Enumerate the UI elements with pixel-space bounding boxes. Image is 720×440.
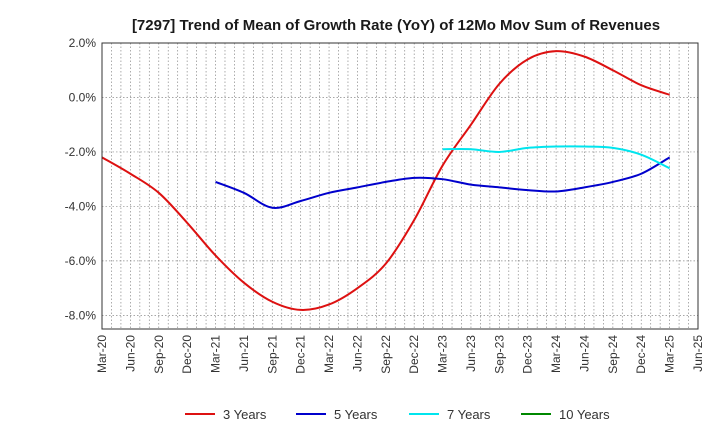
x-tick-label: Sep-21 xyxy=(265,335,279,374)
chart-title: [7297] Trend of Mean of Growth Rate (YoY… xyxy=(132,17,660,34)
plot-border xyxy=(101,42,699,330)
x-tick-label: Mar-25 xyxy=(663,335,677,373)
x-tick-label: Dec-23 xyxy=(521,335,535,374)
y-tick-label: 2.0% xyxy=(69,36,97,50)
legend-label-10-years: 10 Years xyxy=(559,407,610,422)
plot-area xyxy=(102,43,698,329)
x-tick-label: Sep-23 xyxy=(492,335,506,374)
x-tick-label: Jun-22 xyxy=(350,335,364,372)
legend-label-3-years: 3 Years xyxy=(223,407,267,422)
x-tick-label: Jun-20 xyxy=(123,335,137,372)
x-tick-label: Mar-20 xyxy=(95,335,109,373)
x-tick-label: Sep-24 xyxy=(606,335,620,374)
x-tick-label: Jun-25 xyxy=(691,335,705,372)
legend-label-7-years: 7 Years xyxy=(447,407,491,422)
x-tick-label: Jun-23 xyxy=(464,335,478,372)
x-tick-label: Sep-20 xyxy=(152,335,166,374)
x-tick-label: Dec-22 xyxy=(407,335,421,374)
x-tick-label: Dec-20 xyxy=(180,335,194,374)
legend-label-5-years: 5 Years xyxy=(334,407,378,422)
series-line-3-years xyxy=(101,50,670,311)
x-tick-label: Jun-21 xyxy=(237,335,251,372)
x-tick-label: Dec-24 xyxy=(634,335,648,374)
y-tick-label: -4.0% xyxy=(65,199,97,213)
x-tick-label: Mar-24 xyxy=(549,335,563,373)
series-line-7-years xyxy=(442,145,671,170)
x-tick-label: Sep-22 xyxy=(379,335,393,374)
y-tick-label: -8.0% xyxy=(65,308,97,322)
x-tick-label: Mar-22 xyxy=(322,335,336,373)
x-tick-label: Mar-21 xyxy=(209,335,223,373)
x-tick-label: Dec-21 xyxy=(294,335,308,374)
series-line-5-years xyxy=(215,156,671,209)
x-tick-label: Jun-24 xyxy=(577,335,591,372)
y-tick-label: -2.0% xyxy=(65,145,97,159)
y-tick-label: -6.0% xyxy=(65,254,97,268)
y-tick-label: 0.0% xyxy=(69,90,97,104)
x-tick-label: Mar-23 xyxy=(436,335,450,373)
